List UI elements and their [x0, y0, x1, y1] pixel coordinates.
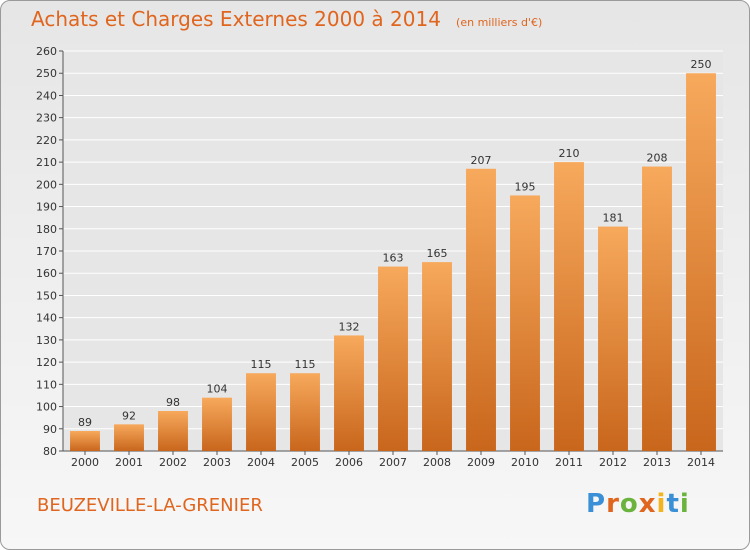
proxiti-logo: Proxiti [586, 489, 690, 519]
bar [70, 431, 100, 451]
y-tick-label: 130 [36, 334, 57, 347]
x-tick-label: 2003 [203, 456, 231, 469]
bar-value-label: 92 [122, 409, 136, 422]
bar [686, 73, 716, 451]
y-tick-label: 180 [36, 223, 57, 236]
bar-value-label: 104 [207, 383, 228, 396]
y-tick-label: 200 [36, 178, 57, 191]
logo-letter: i [679, 489, 690, 519]
bar-value-label: 208 [647, 152, 668, 165]
bar-value-label: 98 [166, 396, 180, 409]
logo-letter: r [606, 489, 620, 519]
bar-value-label: 132 [339, 320, 360, 333]
y-tick-label: 220 [36, 134, 57, 147]
bar-value-label: 207 [471, 154, 492, 167]
x-tick-label: 2011 [555, 456, 583, 469]
bar [422, 262, 452, 451]
bar [598, 226, 628, 451]
x-tick-label: 2012 [599, 456, 627, 469]
y-tick-label: 240 [36, 89, 57, 102]
logo-letter: x [638, 489, 657, 519]
x-tick-label: 2013 [643, 456, 671, 469]
y-tick-label: 160 [36, 267, 57, 280]
bar [510, 195, 540, 451]
y-tick-label: 260 [36, 45, 57, 58]
bar-value-label: 250 [691, 58, 712, 71]
bar [334, 335, 364, 451]
y-tick-label: 110 [36, 378, 57, 391]
y-tick-label: 210 [36, 156, 57, 169]
bar [158, 411, 188, 451]
logo-letter: o [619, 489, 639, 519]
x-tick-label: 2004 [247, 456, 275, 469]
y-tick-label: 230 [36, 112, 57, 125]
x-tick-label: 2009 [467, 456, 495, 469]
bar-value-label: 115 [251, 358, 272, 371]
bar [202, 397, 232, 451]
x-tick-label: 2006 [335, 456, 363, 469]
x-tick-label: 2008 [423, 456, 451, 469]
chart-unit: (en milliers d'€) [456, 16, 543, 29]
bar-value-label: 181 [603, 212, 624, 225]
bar-value-label: 165 [427, 247, 448, 260]
logo-letter: P [586, 489, 607, 519]
bar-value-label: 210 [559, 147, 580, 160]
bar-value-label: 89 [78, 416, 92, 429]
bar [554, 162, 584, 451]
chart-title: Achats et Charges Externes 2000 à 2014 [31, 7, 441, 31]
x-tick-label: 2000 [71, 456, 99, 469]
y-tick-label: 90 [43, 423, 57, 436]
x-tick-label: 2001 [115, 456, 143, 469]
x-tick-label: 2010 [511, 456, 539, 469]
x-tick-label: 2005 [291, 456, 319, 469]
y-tick-label: 140 [36, 312, 57, 325]
y-tick-label: 190 [36, 201, 57, 214]
x-tick-label: 2002 [159, 456, 187, 469]
bar-value-label: 163 [383, 252, 404, 265]
bar [246, 373, 276, 451]
chart-title-block: Achats et Charges Externes 2000 à 2014 (… [31, 7, 542, 31]
x-tick-label: 2014 [687, 456, 715, 469]
bar [114, 424, 144, 451]
x-tick-label: 2007 [379, 456, 407, 469]
y-tick-label: 150 [36, 289, 57, 302]
bar-value-label: 195 [515, 180, 536, 193]
bar [466, 168, 496, 451]
logo-letter: i [656, 489, 667, 519]
y-tick-label: 250 [36, 67, 57, 80]
bar [290, 373, 320, 451]
commune-name: BEUZEVILLE-LA-GRENIER [37, 495, 263, 516]
y-tick-label: 100 [36, 401, 57, 414]
y-tick-label: 80 [43, 445, 57, 458]
bar [378, 266, 408, 451]
bar-value-label: 115 [295, 358, 316, 371]
y-tick-label: 170 [36, 245, 57, 258]
logo-letter: t [666, 489, 680, 519]
bar [642, 166, 672, 452]
y-tick-label: 120 [36, 356, 57, 369]
